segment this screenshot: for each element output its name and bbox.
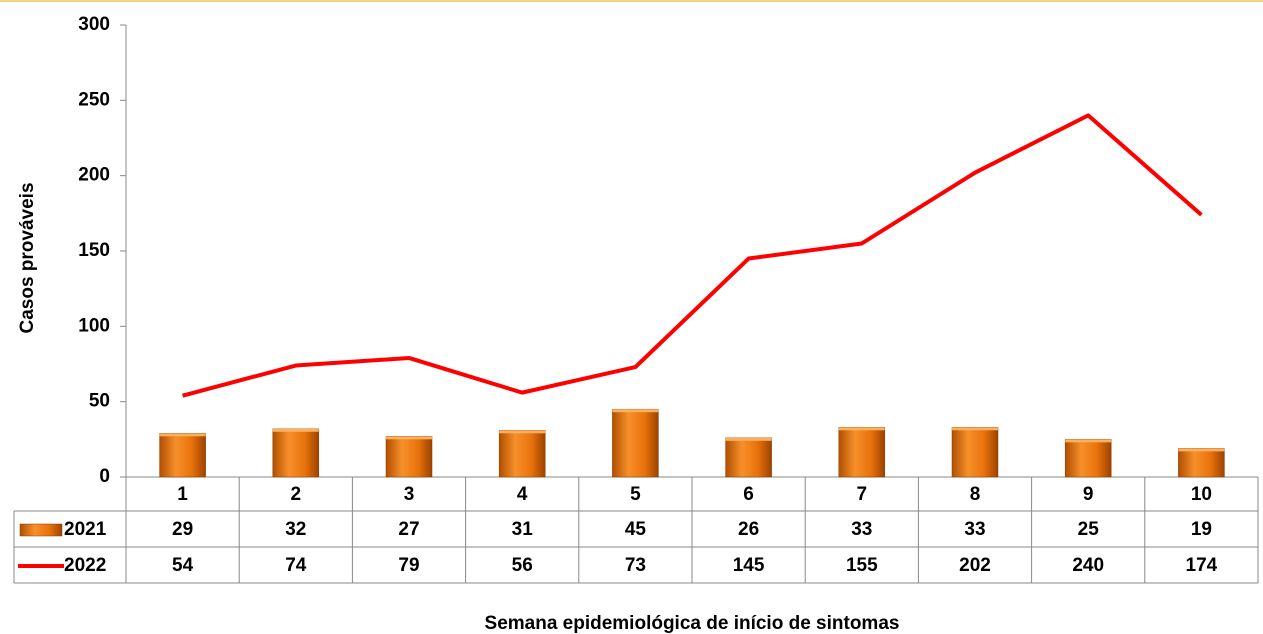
x-tick-label: 1 [177, 484, 188, 505]
x-tick-label: 7 [857, 484, 868, 505]
x-tick-label: 2 [291, 484, 302, 505]
bar [159, 433, 206, 478]
y-tick-label: 250 [78, 89, 110, 110]
table-value: 19 [1191, 519, 1212, 540]
legend-label: 2022 [64, 555, 106, 576]
bar [1064, 439, 1112, 478]
bar [1178, 448, 1225, 478]
bar-top [1178, 448, 1225, 452]
bar [951, 427, 999, 478]
legend-symbol [19, 523, 63, 537]
table-value: 145 [733, 555, 765, 576]
y-tick-label: 100 [78, 315, 110, 336]
x-tick-label: 5 [630, 484, 641, 505]
bar-top [838, 427, 885, 431]
table-value: 202 [959, 555, 991, 576]
bar [385, 436, 433, 478]
bar-top [1065, 439, 1112, 443]
legend-label: 2021 [64, 519, 107, 540]
table-value: 174 [1186, 555, 1218, 576]
bar-top [159, 433, 206, 437]
x-axis-label: Semana epidemiológica de início de sinto… [485, 613, 900, 634]
top-border [0, 0, 1263, 2]
bar-top [386, 436, 432, 440]
y-tick-label: 300 [78, 14, 110, 35]
x-tick-label: 6 [743, 484, 754, 505]
table-value: 31 [512, 519, 534, 540]
x-tick-label: 10 [1191, 484, 1212, 505]
bar-top [725, 437, 772, 441]
table-value: 54 [172, 555, 194, 576]
table-value: 26 [738, 519, 759, 540]
line [182, 113, 1203, 398]
table-value: 33 [964, 519, 985, 540]
table-value: 25 [1078, 519, 1100, 540]
x-tick-label: 3 [404, 484, 415, 505]
bar [612, 408, 659, 478]
y-tick-label: 50 [89, 391, 110, 412]
bar [498, 430, 546, 478]
table-value: 240 [1072, 555, 1104, 576]
x-tick-label: 4 [517, 484, 528, 505]
x-tick-label: 9 [1083, 484, 1094, 505]
table-value: 29 [172, 519, 193, 540]
y-tick-label: 150 [78, 240, 110, 261]
bar [272, 428, 320, 478]
bar [838, 427, 886, 478]
table-value: 27 [398, 519, 419, 540]
y-tick-label: 200 [78, 165, 110, 186]
bar-top [272, 428, 319, 432]
table-value: 56 [512, 555, 533, 576]
bar-top [612, 409, 659, 413]
bar-top [499, 430, 546, 434]
x-tick-label: 8 [970, 484, 981, 505]
table-value: 33 [851, 519, 872, 540]
table-value: 74 [285, 555, 307, 576]
table-value: 155 [846, 555, 878, 576]
table-value: 73 [625, 555, 646, 576]
y-axis-label: Casos prováveis [17, 182, 38, 333]
table-value: 45 [625, 519, 647, 540]
y-tick-label: 0 [99, 466, 110, 487]
table-value: 79 [398, 555, 419, 576]
bar [725, 437, 772, 478]
table-value: 32 [285, 519, 306, 540]
bar-top [952, 427, 998, 431]
